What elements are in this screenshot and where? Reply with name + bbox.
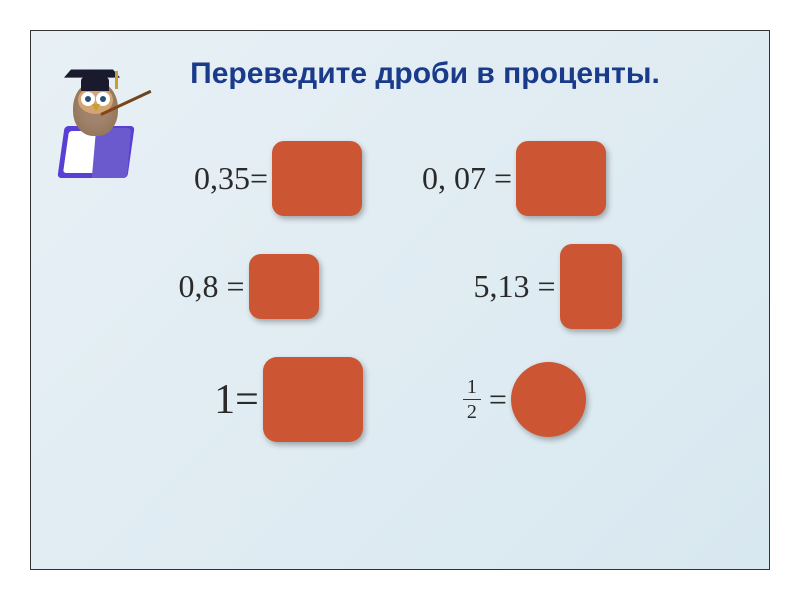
answer-box <box>560 244 622 329</box>
problem-lhs: 0,8 = <box>178 268 244 305</box>
problem-6: 1 2 = <box>463 362 586 437</box>
problem-2: 0, 07 = <box>422 141 606 216</box>
fraction-denominator: 2 <box>467 400 477 422</box>
problem-row-3: 1= 1 2 = <box>61 357 739 442</box>
answer-box <box>263 357 363 442</box>
problem-lhs: 5,13 = <box>474 268 556 305</box>
page-title: Переведите дроби в проценты. <box>111 57 739 91</box>
problem-3: 0,8 = <box>178 254 318 319</box>
fraction-numerator: 1 <box>463 377 481 400</box>
answer-circle <box>511 362 586 437</box>
fraction: 1 2 <box>463 377 481 422</box>
problem-4: 5,13 = <box>474 244 622 329</box>
problem-1: 0,35= <box>194 141 362 216</box>
problem-lhs: 1= <box>214 376 259 424</box>
problem-5: 1= <box>214 357 363 442</box>
answer-box <box>516 141 606 216</box>
problem-lhs: 0,35= <box>194 160 268 197</box>
slide: Переведите дроби в проценты. 0,35= 0, 07… <box>30 30 770 570</box>
problem-row-1: 0,35= 0, 07 = <box>61 141 739 216</box>
problem-lhs: 0, 07 = <box>422 160 512 197</box>
graduation-cap-icon <box>63 66 123 91</box>
problem-row-2: 0,8 = 5,13 = <box>61 244 739 329</box>
answer-box <box>272 141 362 216</box>
answer-box <box>249 254 319 319</box>
problems-area: 0,35= 0, 07 = 0,8 = 5,13 = 1= <box>61 141 739 521</box>
equals-sign: = <box>489 381 507 418</box>
